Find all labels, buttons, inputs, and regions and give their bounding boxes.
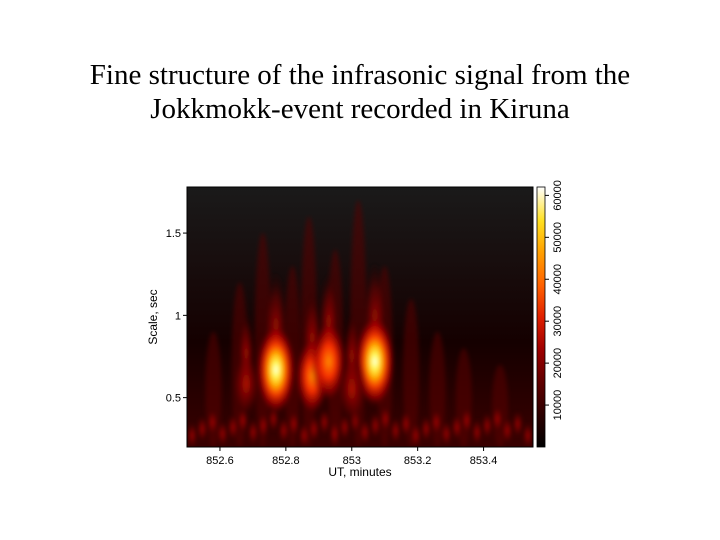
heatmap-noise-cell	[512, 409, 523, 438]
heatmap-noise-cell	[187, 421, 198, 447]
colorbar-tick-label: 10000	[552, 390, 564, 421]
colorbar-tick-label: 50000	[552, 222, 564, 253]
heatmap-noise-cell	[421, 414, 432, 443]
slide-title: Fine structure of the infrasonic signal …	[0, 58, 720, 126]
slide-title-line-2: Jokkmokk-event recorded in Kiruna	[150, 93, 570, 125]
heatmap-noise-cell	[390, 416, 401, 445]
heatmap-noise-cell	[278, 416, 289, 445]
heatmap-noise-cell	[329, 419, 340, 447]
heatmap-noise-cell	[492, 405, 503, 434]
heatmap-noise-cell	[441, 419, 452, 447]
y-axis-label: Scale, sec	[146, 289, 160, 344]
heatmap-noise-cell	[522, 421, 533, 447]
heatmap-noise-cell	[319, 408, 330, 437]
heatmap-noise-cell	[217, 419, 228, 447]
heatmap-noise-cell	[360, 418, 371, 447]
heatmap-noise-cell	[258, 411, 269, 440]
heatmap-noise-cell	[309, 414, 320, 443]
heatmap-noise-cell	[207, 408, 218, 437]
heatmap-noise-cell	[248, 418, 259, 447]
y-axis: 0.5 1 1.5	[166, 228, 187, 405]
x-tick-label: 852.6	[206, 455, 234, 467]
y-tick-label: 0.5	[166, 393, 181, 405]
x-tick-label: 853.2	[404, 455, 432, 467]
x-tick-label: 853.4	[470, 455, 498, 467]
heatmap-noise-cell	[472, 418, 483, 447]
x-tick-label: 852.8	[272, 455, 300, 467]
y-tick-label: 1.5	[166, 228, 181, 240]
x-axis: 852.6 852.8 853 853.2 853.4	[206, 447, 497, 467]
colorbar-tick-label: 40000	[552, 264, 564, 295]
heatmap-noise-cell	[410, 421, 421, 447]
heatmap-noise-cell	[400, 409, 411, 438]
colorbar-tick-label: 20000	[552, 348, 564, 379]
heatmap-noise-cell	[227, 413, 238, 442]
heatmap-noise-cell	[370, 411, 381, 440]
heatmap-noise-cell	[197, 414, 208, 443]
hotspot-peak	[336, 353, 368, 425]
heatmap-noise-cell	[482, 411, 493, 440]
heatmap-noise-cell	[431, 408, 442, 437]
heatmap-noise-cell	[451, 413, 462, 442]
slide-title-line-1: Fine structure of the infrasonic signal …	[89, 59, 631, 91]
colorbar-tick-label: 60000	[552, 180, 564, 211]
hotspot-peak	[231, 351, 261, 418]
heatmap-noise-cell	[461, 406, 472, 435]
colorbar-tick-label: 30000	[552, 306, 564, 337]
heatmap-noise-cell	[299, 421, 310, 447]
colorbar: 10000 20000 30000 40000 50000 60000	[536, 180, 564, 448]
hotspot-peak	[256, 324, 296, 416]
heatmap-noise-cell	[502, 416, 513, 445]
x-tick-label: 853	[343, 455, 361, 467]
x-axis-label: UT, minutes	[328, 465, 391, 479]
heatmap-intensity-layer	[187, 200, 533, 447]
heatmap-streak	[403, 298, 420, 447]
heatmap-noise-cell	[380, 405, 391, 434]
plot-frame	[186, 186, 534, 448]
y-tick-label: 1	[175, 310, 181, 322]
heatmap-noise-cell	[288, 409, 299, 438]
heatmap-plot-area	[186, 186, 534, 448]
colorbar-scale	[536, 186, 546, 448]
